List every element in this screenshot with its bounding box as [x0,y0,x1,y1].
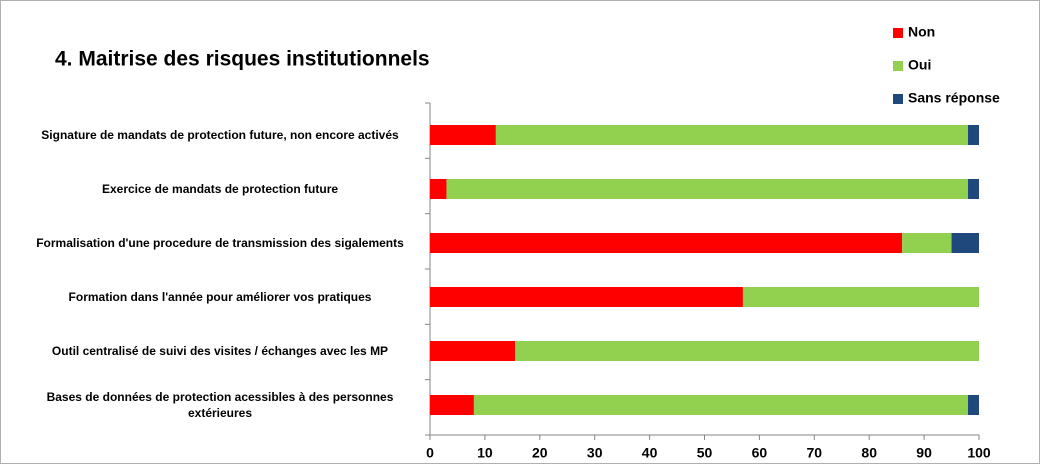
bar-segment [742,287,979,307]
category-label: Outil centralisé de suivi des visites / … [51,344,389,358]
legend-label: Non [908,24,935,40]
bar-segment [495,125,969,145]
x-tick-label: 70 [807,445,823,461]
x-tick-label: 100 [967,445,991,461]
bar-segment [430,125,496,145]
legend-swatch [893,94,903,104]
bar-segment [430,341,516,361]
bar-segment [430,287,743,307]
category-label: Signature de mandats de protection futur… [41,128,399,142]
category-label: Formalisation d'une procedure de transmi… [36,236,404,250]
bar-segment [968,179,979,199]
x-tick-label: 50 [697,445,713,461]
x-tick-label: 40 [642,445,658,461]
bar-segment [430,395,474,415]
bar-segment [968,125,979,145]
legend-label: Sans réponse [908,90,1000,106]
bar-segment [473,395,969,415]
x-tick-label: 80 [861,445,877,461]
bar-segment [446,179,969,199]
x-tick-label: 0 [426,445,434,461]
legend-label: Oui [908,57,931,73]
legend-swatch [893,28,903,38]
bar-segment [951,233,979,253]
category-label: Bases de données de protection acessible… [46,390,394,420]
bar-segment [430,233,903,253]
x-tick-label: 20 [532,445,548,461]
chart-title: 4. Maitrise des risques institutionnels [55,48,430,71]
x-tick-label: 10 [477,445,493,461]
x-tick-label: 90 [916,445,932,461]
bar-segment [515,341,979,361]
category-label: Exercice de mandats de protection future [101,182,339,196]
x-tick-label: 30 [587,445,603,461]
bar-segment [430,179,447,199]
category-label: Formation dans l'année pour améliorer vo… [68,290,372,304]
bar-segment [902,233,952,253]
bar-segment [968,395,979,415]
legend-swatch [893,61,903,71]
x-tick-label: 60 [752,445,768,461]
